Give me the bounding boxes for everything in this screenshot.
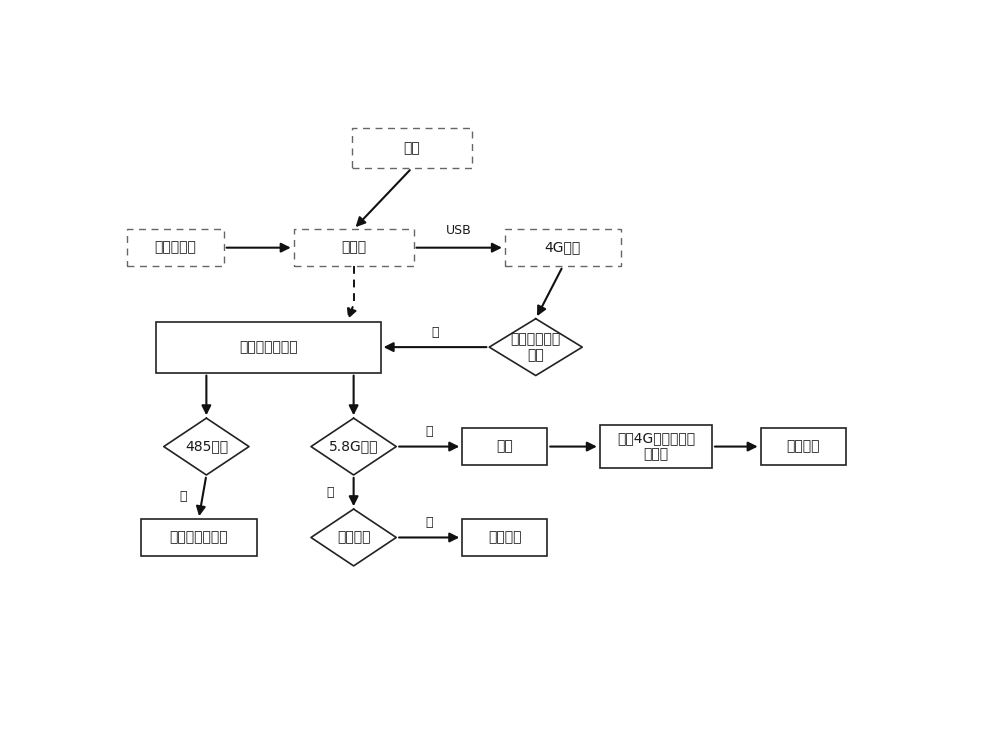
Text: 供电: 供电 [403,141,420,155]
Text: 数据采集与控制: 数据采集与控制 [169,531,228,545]
Text: 寻找4G信号稳定节
点设备: 寻找4G信号稳定节 点设备 [617,432,695,462]
Text: 处理器: 处理器 [341,241,366,255]
Bar [462,519,547,556]
Bar [352,128,472,168]
Polygon shape [311,418,396,475]
Text: 4G模块: 4G模块 [545,241,581,255]
Text: 数据外发: 数据外发 [786,440,820,454]
Text: 485接口: 485接口 [185,440,228,454]
Text: 模块化通信接口: 模块化通信接口 [239,340,298,354]
Bar [294,230,414,266]
Bar [761,428,846,465]
Text: 光纤接口: 光纤接口 [337,531,370,545]
Bar [156,322,381,373]
Text: 是: 是 [425,425,433,438]
Text: 数据外发: 数据外发 [488,531,522,545]
Polygon shape [311,509,396,566]
Polygon shape [489,319,582,376]
Polygon shape [164,418,249,475]
Text: 是否数据传输
成功: 是否数据传输 成功 [511,332,561,362]
Bar [462,428,547,465]
Text: 是: 是 [180,491,187,503]
Text: 否: 否 [327,486,334,499]
Bar [140,519,257,556]
Bar [600,425,712,468]
Bar [505,230,621,266]
Bar [127,230,224,266]
Text: 组网: 组网 [496,440,513,454]
Text: USB: USB [446,224,472,238]
Text: 5.8G图传: 5.8G图传 [329,440,378,454]
Text: 是: 是 [425,516,433,529]
Text: 各类传感器: 各类传感器 [154,241,196,255]
Text: 否: 否 [431,325,439,339]
